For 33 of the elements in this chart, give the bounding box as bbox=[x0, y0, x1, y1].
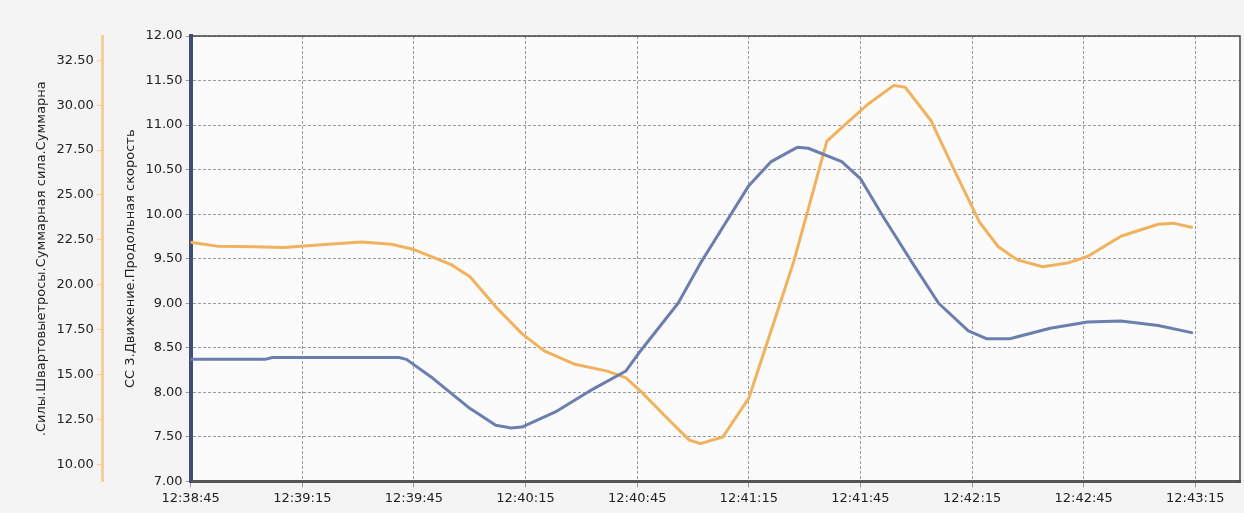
y-tick-label: 9.50 bbox=[153, 250, 183, 266]
x-tick-label: 12:38:45 bbox=[161, 489, 220, 505]
y2-tick-label: 15.00 bbox=[56, 365, 94, 381]
y-tick-label: 11.50 bbox=[145, 71, 183, 87]
x-tick-label: 12:41:15 bbox=[719, 489, 778, 505]
y-tick-label: 10.00 bbox=[145, 205, 183, 221]
y-tick-label: 11.00 bbox=[145, 116, 183, 132]
x-tick-label: 12:39:45 bbox=[384, 489, 444, 505]
y2-tick-label: 25.00 bbox=[56, 186, 94, 202]
y2-tick-label: 20.00 bbox=[56, 276, 94, 292]
x-tick-label: 12:40:45 bbox=[608, 489, 667, 505]
y-axis-title: СС 3.Движение.Продольная скорость bbox=[121, 129, 137, 388]
y2-tick-label: 10.00 bbox=[56, 455, 94, 471]
x-tick-label: 12:39:15 bbox=[273, 489, 332, 505]
y-tick-label: 12.00 bbox=[145, 27, 183, 43]
y2-tick-label: 12.50 bbox=[56, 410, 94, 426]
x-tick-label: 12:43:15 bbox=[1166, 489, 1225, 505]
y2-tick-label: 17.50 bbox=[56, 321, 94, 337]
y2-axis-title: .Силы.Швартовыетросы.Суммарная сила.Суммарна bbox=[33, 81, 49, 437]
y-tick-label: 7.00 bbox=[153, 472, 183, 488]
y2-tick-label: 22.50 bbox=[56, 231, 94, 247]
y-tick-label: 10.50 bbox=[145, 160, 183, 176]
y2-tick-label: 30.00 bbox=[56, 96, 94, 112]
y2-tick-label: 27.50 bbox=[56, 141, 94, 157]
y-tick-label: 8.00 bbox=[153, 383, 183, 399]
y2-tick-label: 32.50 bbox=[56, 51, 94, 67]
x-tick-label: 12:42:45 bbox=[1054, 489, 1113, 505]
y-tick-label: 8.50 bbox=[153, 339, 183, 355]
x-tick-label: 12:42:15 bbox=[942, 489, 1002, 505]
x-tick-label: 12:40:15 bbox=[496, 489, 555, 505]
y-tick-label: 9.00 bbox=[153, 294, 183, 310]
y-tick-label: 7.50 bbox=[153, 428, 183, 444]
x-tick-label: 12:41:45 bbox=[831, 489, 890, 505]
